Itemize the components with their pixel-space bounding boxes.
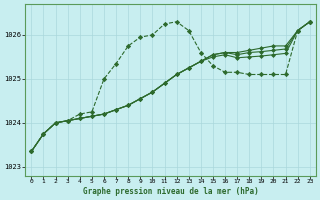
X-axis label: Graphe pression niveau de la mer (hPa): Graphe pression niveau de la mer (hPa) <box>83 187 259 196</box>
